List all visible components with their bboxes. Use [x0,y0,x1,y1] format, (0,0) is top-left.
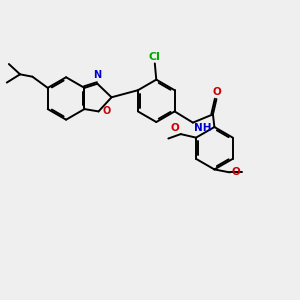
Text: O: O [171,123,179,133]
Text: NH: NH [194,123,211,133]
Text: O: O [212,87,221,97]
Text: N: N [93,70,101,80]
Text: O: O [231,167,240,177]
Text: O: O [103,106,111,116]
Text: Cl: Cl [149,52,161,62]
